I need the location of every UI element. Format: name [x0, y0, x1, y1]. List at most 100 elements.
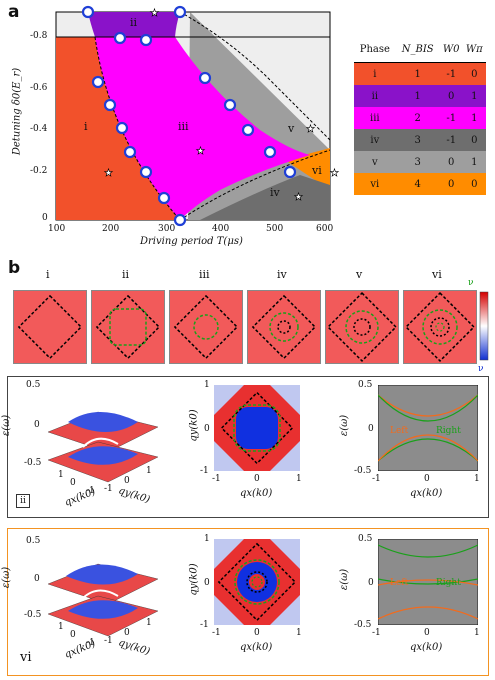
map-y-tick: 0: [204, 424, 210, 434]
edge-right-label: Right: [436, 426, 461, 436]
marker: [139, 33, 153, 47]
dashed-boundary-3: [179, 149, 331, 221]
tile-label-ii: ii: [122, 268, 130, 281]
edge-y-tick: 0.5: [358, 534, 373, 544]
star-marker: ★: [306, 124, 315, 135]
x-tick: 400: [212, 224, 230, 234]
box2-corner-label: vi: [20, 650, 32, 665]
table-row: ii 1 0 1: [354, 85, 486, 107]
marker: [241, 123, 255, 137]
y-tick: -0.4: [30, 124, 48, 134]
surface-zlabel: ε(ω): [1, 566, 13, 589]
map-x-tick: 1: [296, 474, 302, 484]
table-row: i 1 -1 0: [354, 62, 486, 85]
table-cell: 0: [448, 178, 455, 190]
tile-label-v: v: [356, 268, 363, 281]
marker: [81, 5, 95, 19]
table-header: W0: [439, 36, 463, 63]
edge-y-tick: 0: [368, 578, 374, 588]
phase-iv-region: [200, 175, 330, 220]
bis-tile-vi: [403, 290, 477, 364]
bis-tile-v: [325, 290, 399, 364]
band-surface-vi: [47, 563, 159, 637]
table-cell: 0: [471, 178, 478, 190]
star-marker: ★: [150, 8, 159, 19]
star-marker: ★: [330, 168, 339, 179]
map-y-tick: 1: [204, 380, 210, 390]
region-label-iv: iv: [270, 186, 280, 199]
surface-y-tick: 1: [146, 618, 152, 628]
table-cell: 1: [471, 156, 478, 168]
surface-x-tick: -1: [86, 638, 95, 648]
surface-y-tick: 0: [124, 476, 130, 486]
edge-right-label: Right: [436, 578, 461, 588]
colorbar: [479, 291, 489, 361]
table-cell: 3: [414, 134, 421, 146]
y-tick: 0: [42, 213, 48, 223]
y-tick: -0.8: [30, 31, 48, 41]
marker-group: [81, 5, 297, 227]
surface-x-tick: 0: [70, 478, 76, 488]
dashed-boundary-1: [179, 11, 331, 141]
dashed-boundary-2: [94, 36, 181, 221]
table-cell: 1: [414, 68, 421, 80]
y-tick: -0.6: [30, 83, 48, 93]
tile-label-iii: iii: [199, 268, 210, 281]
star-group: ★ ★ ★ ★ ★ ★: [104, 8, 340, 204]
map-x-tick: 0: [254, 628, 260, 638]
star-marker: ★: [104, 168, 113, 179]
x-tick: 300: [158, 224, 176, 234]
surface-x-tick: 0: [70, 630, 76, 640]
marker: [91, 75, 105, 89]
edge-spectrum-ii: [378, 385, 478, 471]
x-tick: 500: [266, 224, 284, 234]
marker: [123, 145, 137, 159]
tile-label-iv: iv: [277, 268, 287, 281]
region-label-v: v: [288, 122, 295, 135]
marker: [115, 121, 129, 135]
table-cell: 2: [414, 112, 421, 124]
edge-y-tick: -0.5: [354, 620, 372, 630]
table-cell: iii: [370, 112, 380, 124]
tile-label-i: i: [46, 268, 50, 281]
surface-z-tick: -0.5: [24, 458, 42, 468]
table-cell: 0: [471, 68, 478, 80]
edge-ylabel: ε(ω): [339, 568, 351, 591]
map-x-tick: -1: [212, 474, 221, 484]
edge-xlabel: qx(k0): [410, 642, 443, 653]
marker: [139, 165, 153, 179]
marker: [103, 98, 117, 112]
edge-ylabel: ε(ω): [339, 414, 351, 437]
x-tick: 600: [316, 224, 334, 234]
map-xlabel: qx(k0): [240, 488, 273, 499]
table-header: Phase: [354, 36, 396, 63]
map-x-tick: -1: [212, 628, 221, 638]
marker: [263, 145, 277, 159]
surface-x-tick: -1: [86, 486, 95, 496]
table-row: v 3 0 1: [354, 151, 486, 173]
panel-a-letter: a: [8, 2, 20, 22]
y-tick: -0.2: [30, 166, 48, 176]
marker: [113, 31, 127, 45]
bis-tile-ii: [91, 290, 165, 364]
surface-y-tick: 0: [124, 628, 130, 638]
surface-y-tick: 1: [146, 466, 152, 476]
table-cell: iv: [370, 134, 380, 146]
table-cell: -1: [446, 134, 457, 146]
map-y-tick: -1: [200, 466, 209, 476]
marker: [198, 71, 212, 85]
band-surface-ii: [47, 411, 159, 483]
map-ylabel: qy(k0): [188, 563, 200, 596]
box1-corner-label: ⅱ: [16, 494, 30, 508]
edge-x-tick: 1: [474, 628, 480, 638]
marker: [223, 98, 237, 112]
table-row: iii 2 -1 1: [354, 107, 486, 129]
marker: [173, 5, 187, 19]
x-tick: 200: [102, 224, 120, 234]
table-cell: 0: [448, 156, 455, 168]
edge-x-tick: -1: [372, 474, 381, 484]
marker: [157, 191, 171, 205]
colorbar-top-label: ν: [468, 278, 474, 288]
map-y-tick: 1: [204, 534, 210, 544]
table-cell: 1: [471, 112, 478, 124]
